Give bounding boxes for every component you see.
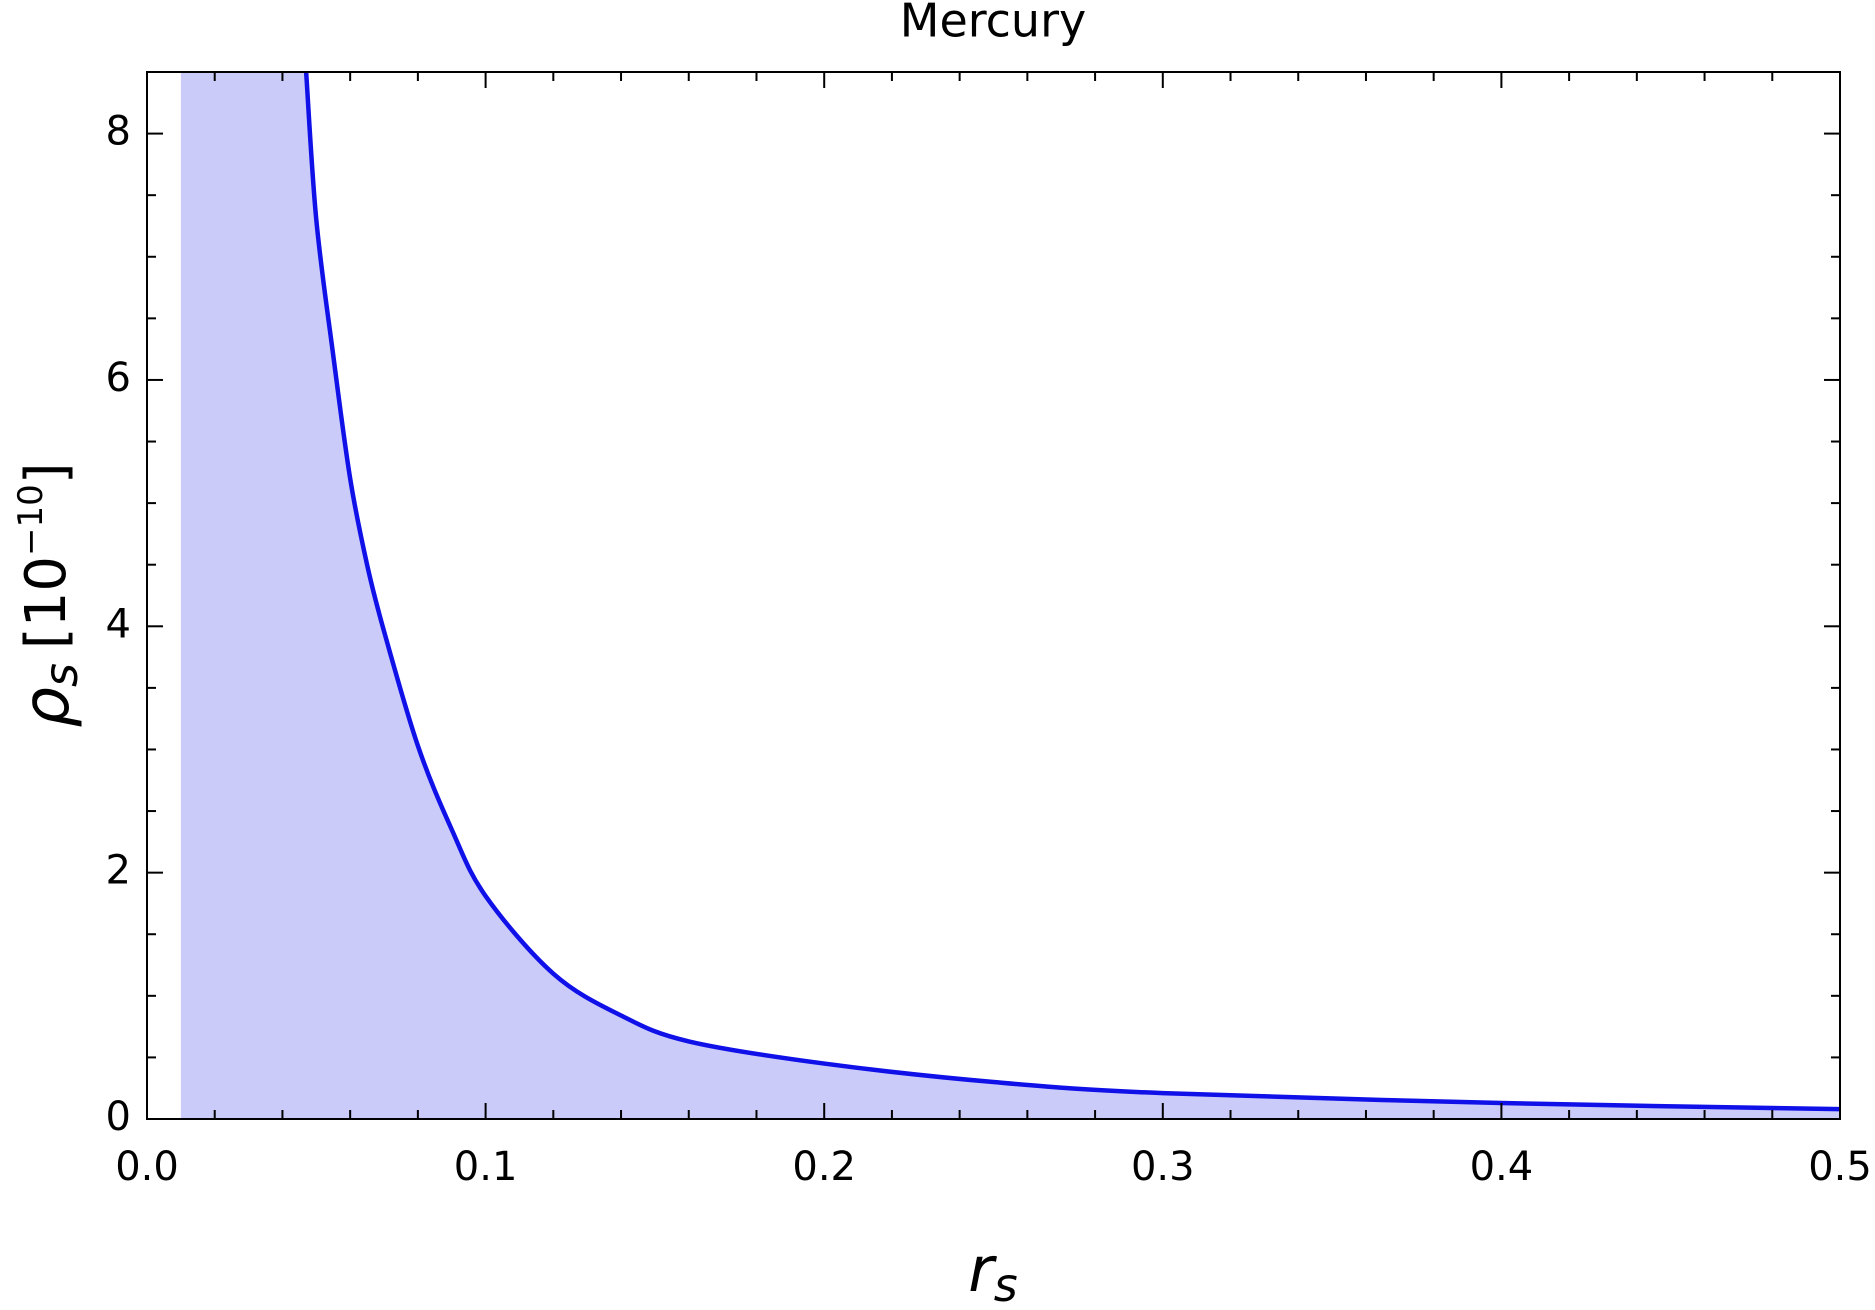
x-tick-label: 0.4 — [1470, 1144, 1534, 1190]
curve — [303, 72, 1840, 1112]
x-tick-label: 0.5 — [1808, 1144, 1872, 1190]
plot-area — [180, 72, 1840, 1119]
y-label-base: ρ — [10, 687, 84, 728]
y-tick-label: 4 — [106, 601, 131, 647]
x-tick-label: 0.0 — [115, 1144, 179, 1190]
x-tick-label: 0.2 — [792, 1144, 856, 1190]
x-tick-label: 0.3 — [1131, 1144, 1195, 1190]
x-axis-label: rs — [968, 1233, 1017, 1310]
y-label-sub: s — [34, 663, 88, 687]
x-tick-label: 0.1 — [454, 1144, 518, 1190]
y-label-exp: −10 — [11, 484, 51, 556]
y-label-close: ] — [14, 462, 79, 484]
y-label-unit: [10 — [14, 556, 79, 649]
x-label-base: r — [968, 1233, 997, 1306]
shaded-area — [180, 72, 1840, 1119]
y-tick-label: 8 — [106, 109, 131, 155]
y-tick-label: 2 — [106, 848, 131, 894]
frame — [146, 71, 1841, 1120]
y-tick-label: 6 — [106, 355, 131, 401]
x-label-sub: s — [994, 1258, 1018, 1310]
y-tick-label: 0 — [106, 1094, 131, 1140]
chart-title: Mercury — [900, 0, 1086, 48]
y-axis-label: ρs [10−10] — [10, 462, 88, 727]
